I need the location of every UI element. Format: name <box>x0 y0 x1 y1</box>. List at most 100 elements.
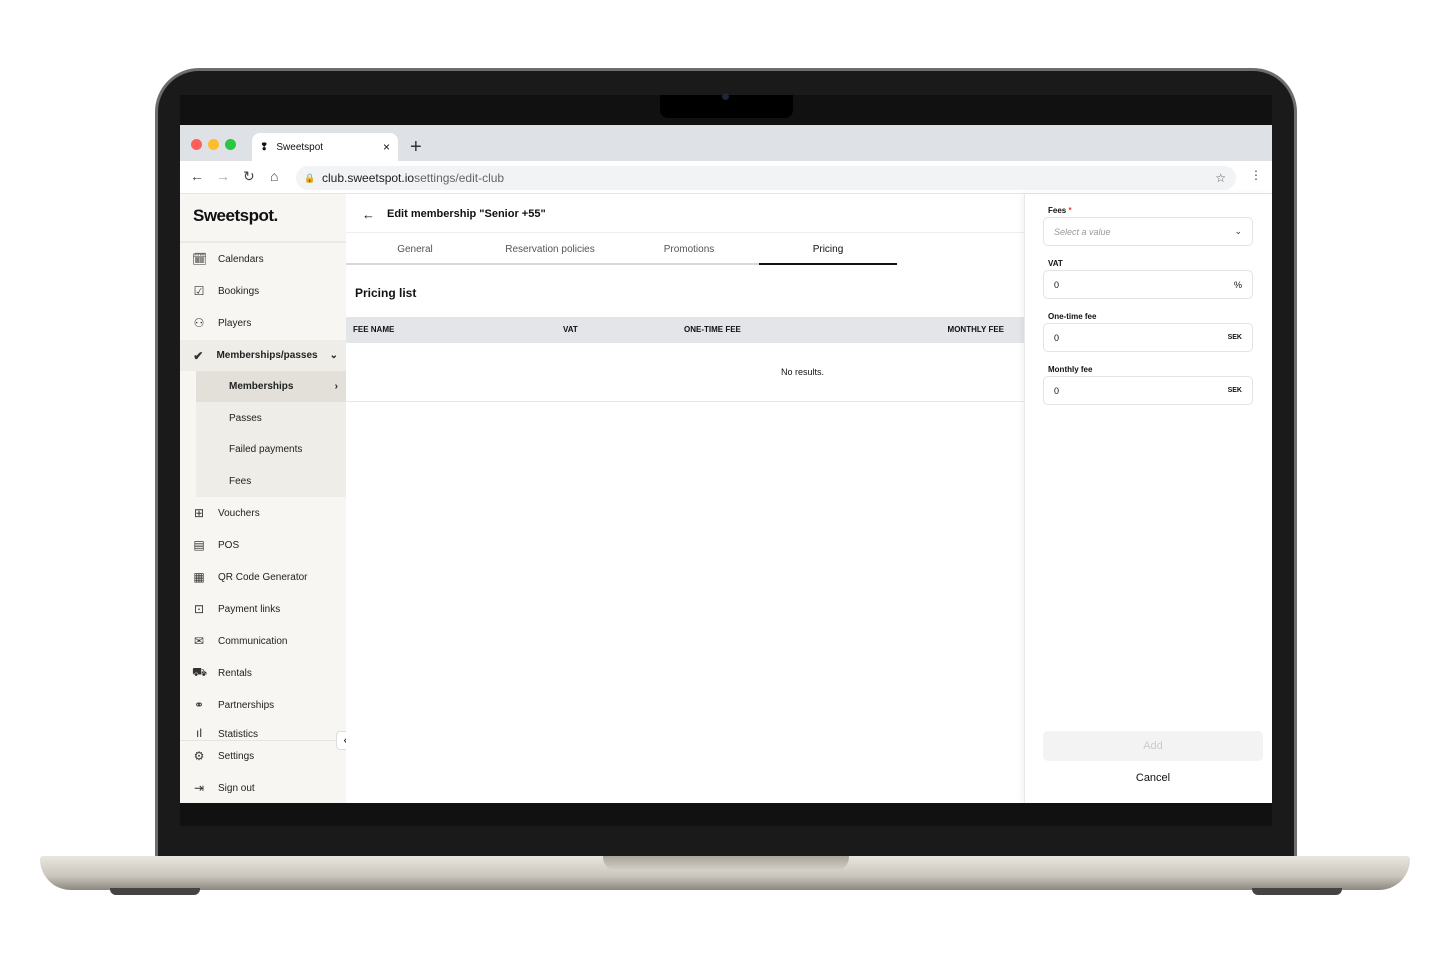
users-icon: ⚇ <box>193 316 205 330</box>
sidebar-item-label: Partnerships <box>218 699 275 711</box>
calendar-stack-icon: 🗓 <box>192 252 208 266</box>
sidebar-item-label: Payment links <box>218 603 281 615</box>
tab-general[interactable]: General <box>397 244 433 255</box>
bookmark-star-icon[interactable]: ☆ <box>1215 171 1226 185</box>
sidebar-subitem-passes[interactable]: Passes <box>196 403 346 433</box>
tab-promotions[interactable]: Promotions <box>663 244 715 255</box>
camera-notch <box>660 95 793 118</box>
sidebar-item-label: Sign out <box>218 782 255 794</box>
percent-unit: % <box>1233 279 1242 290</box>
sidebar-item-label: Bookings <box>218 285 260 297</box>
column-header: MONTHLY FEE <box>947 325 1004 334</box>
sidebar-subitem-fees[interactable]: Fees <box>196 466 346 496</box>
column-header: FEE NAME <box>353 325 395 334</box>
close-window-button[interactable] <box>191 139 202 150</box>
handshake-icon: ⚭ <box>193 698 205 712</box>
close-tab-icon[interactable]: × <box>382 140 390 154</box>
sidebar-subitem-failed-payments[interactable]: Failed payments <box>196 434 346 464</box>
sidebar-item-label: Memberships <box>229 381 294 392</box>
sidebar-item-sign-out[interactable]: ⇥ Sign out <box>180 773 346 803</box>
money-icon: ⊡ <box>193 602 205 616</box>
reload-icon[interactable]: ↻ <box>243 168 255 184</box>
sidebar-item-players[interactable]: ⚇ Players <box>180 308 346 338</box>
sidebar-item-bookings[interactable]: ☑ Bookings <box>180 276 346 306</box>
tab-title: Sweetspot <box>276 141 324 153</box>
add-fee-panel: Fees * Select a value ⌄ VAT 0% One-time f… <box>1024 194 1272 803</box>
sidebar-item-rentals[interactable]: ⛟ Rentals <box>180 658 346 688</box>
calendar-check-icon: ☑ <box>193 284 205 298</box>
sidebar: Sweetspot. 🗓 Calendars ☑ Bookings ⚇ Players… <box>180 194 346 803</box>
divider <box>346 401 1024 402</box>
register-icon: ▤ <box>193 538 205 552</box>
one-time-fee-value: 0 <box>1054 332 1060 343</box>
sidebar-item-payment-links[interactable]: ⊡ Payment links <box>180 594 346 624</box>
maximize-window-button[interactable] <box>225 139 236 150</box>
browser-menu-icon[interactable]: ⋮ <box>1250 168 1262 182</box>
badge-check-icon: ✔ <box>193 348 204 363</box>
tab-reservation-policies[interactable]: Reservation policies <box>505 244 595 255</box>
fees-placeholder: Select a value <box>1054 226 1111 237</box>
gift-icon: ⊞ <box>193 506 205 520</box>
sidebar-item-memberships-passes[interactable]: ✔ Memberships/passes ⌄ <box>180 340 346 371</box>
section-title: Pricing list <box>355 286 417 300</box>
sidebar-item-calendars[interactable]: 🗓 Calendars <box>180 244 346 274</box>
sidebar-item-pos[interactable]: ▤ POS <box>180 530 346 560</box>
laptop-foot <box>1252 888 1342 895</box>
cancel-button[interactable]: Cancel <box>1135 772 1171 784</box>
fees-select[interactable]: Select a value ⌄ <box>1043 217 1253 246</box>
sidebar-item-label: Rentals <box>218 667 252 679</box>
sidebar-item-statistics[interactable]: ıl Statistics <box>180 722 346 740</box>
divider <box>180 740 346 741</box>
sidebar-item-label: QR Code Generator <box>218 571 308 583</box>
chevron-right-icon: › <box>334 381 338 392</box>
lock-icon: 🔒 <box>304 172 316 183</box>
vat-value: 0 <box>1054 279 1060 290</box>
tab-underline <box>346 263 759 265</box>
tab-pricing[interactable]: Pricing <box>812 244 844 255</box>
sidebar-item-communication[interactable]: ✉ Communication <box>180 626 346 656</box>
back-icon[interactable]: ← <box>190 168 204 184</box>
url-path: settings/edit-club <box>414 171 505 185</box>
fees-label: Fees * <box>1048 206 1072 215</box>
main-content: ← Edit membership "Senior +55" General R… <box>346 194 1024 803</box>
divider <box>180 241 346 243</box>
add-button[interactable]: Add <box>1043 731 1263 761</box>
one-time-fee-label: One-time fee <box>1048 312 1097 321</box>
sidebar-item-settings[interactable]: ⚙ Settings <box>180 741 346 771</box>
currency-unit: SEK <box>1227 334 1242 341</box>
sidebar-item-label: Passes <box>229 412 262 424</box>
sidebar-item-label: Players <box>218 317 252 329</box>
page-title: Edit membership "Senior +55" <box>387 208 546 220</box>
sweetspot-logo: Sweetspot. <box>193 206 278 225</box>
url-input[interactable]: 🔒 club.sweetspot.io settings/edit-club ☆ <box>296 166 1236 190</box>
camera <box>722 93 729 100</box>
empty-state: No results. <box>781 367 825 377</box>
sidebar-subitem-memberships[interactable]: Memberships › <box>196 371 346 402</box>
laptop-groove <box>603 856 849 871</box>
sidebar-item-partnerships[interactable]: ⚭ Partnerships <box>180 690 346 720</box>
sidebar-item-vouchers[interactable]: ⊞ Vouchers <box>180 498 346 528</box>
vat-label: VAT <box>1048 259 1063 268</box>
forward-icon[interactable]: → <box>216 168 230 184</box>
tab-bar: General Reservation policies Promotions … <box>346 235 1024 265</box>
sidebar-item-label: Communication <box>218 635 288 647</box>
monthly-fee-input[interactable]: 0 SEK <box>1043 376 1253 405</box>
browser-tab[interactable]: ❢ Sweetspot × <box>252 133 398 161</box>
sidebar-item-label: Calendars <box>218 253 264 265</box>
active-tab-indicator <box>759 263 897 265</box>
back-arrow-icon[interactable]: ← <box>362 207 375 222</box>
new-tab-button[interactable]: + <box>410 136 422 158</box>
table-header: FEE NAME VAT ONE-TIME FEE MONTHLY FEE <box>346 317 1024 343</box>
monthly-fee-value: 0 <box>1054 385 1060 396</box>
sidebar-item-label: Failed payments <box>229 443 303 455</box>
one-time-fee-input[interactable]: 0 SEK <box>1043 323 1253 352</box>
sidebar-item-qr-code-generator[interactable]: ▦ QR Code Generator <box>180 562 346 592</box>
minimize-window-button[interactable] <box>208 139 219 150</box>
vat-input[interactable]: 0% <box>1043 270 1253 299</box>
sidebar-item-label: Memberships/passes <box>216 350 318 361</box>
home-icon[interactable]: ⌂ <box>270 168 279 184</box>
chart-icon: ıl <box>196 726 202 740</box>
currency-unit: SEK <box>1227 387 1242 394</box>
chevron-down-icon: ⌄ <box>1234 226 1242 236</box>
sign-out-icon: ⇥ <box>193 781 205 795</box>
